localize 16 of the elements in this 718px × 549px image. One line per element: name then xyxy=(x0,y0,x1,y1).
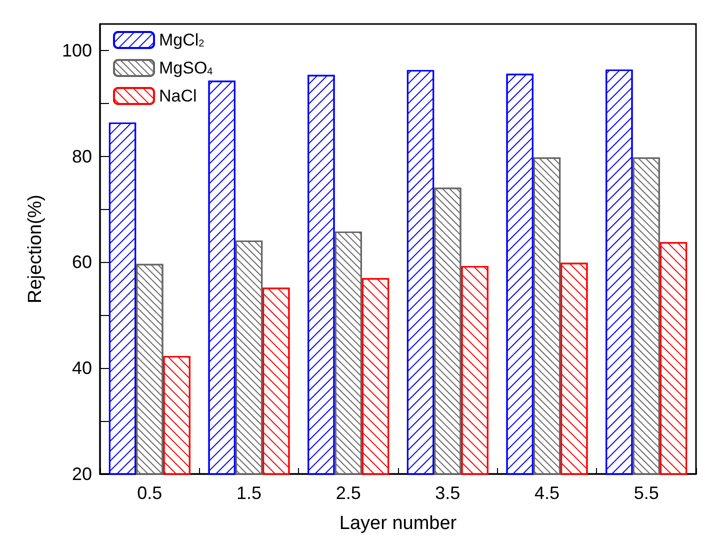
y-tick-label: 40 xyxy=(72,358,92,378)
y-tick-label: 60 xyxy=(72,252,92,272)
x-tick-label: 0.5 xyxy=(137,483,162,503)
x-tick-label: 2.5 xyxy=(336,483,361,503)
y-axis-title: Rejection(%) xyxy=(25,194,46,304)
y-tick-label: 80 xyxy=(72,146,92,166)
legend-label: MgSO4 xyxy=(159,58,214,78)
legend-label: MgCl2 xyxy=(159,30,205,50)
x-tick-label: 3.5 xyxy=(435,483,460,503)
y-tick-label: 20 xyxy=(72,464,92,484)
x-tick-label: 4.5 xyxy=(534,483,560,503)
y-tick-label: 100 xyxy=(62,40,92,60)
x-tick-label: 1.5 xyxy=(236,483,262,503)
legend-label: NaCl xyxy=(159,86,197,106)
x-axis-title: Layer number xyxy=(339,513,458,534)
x-tick-label: 5.5 xyxy=(634,483,659,503)
